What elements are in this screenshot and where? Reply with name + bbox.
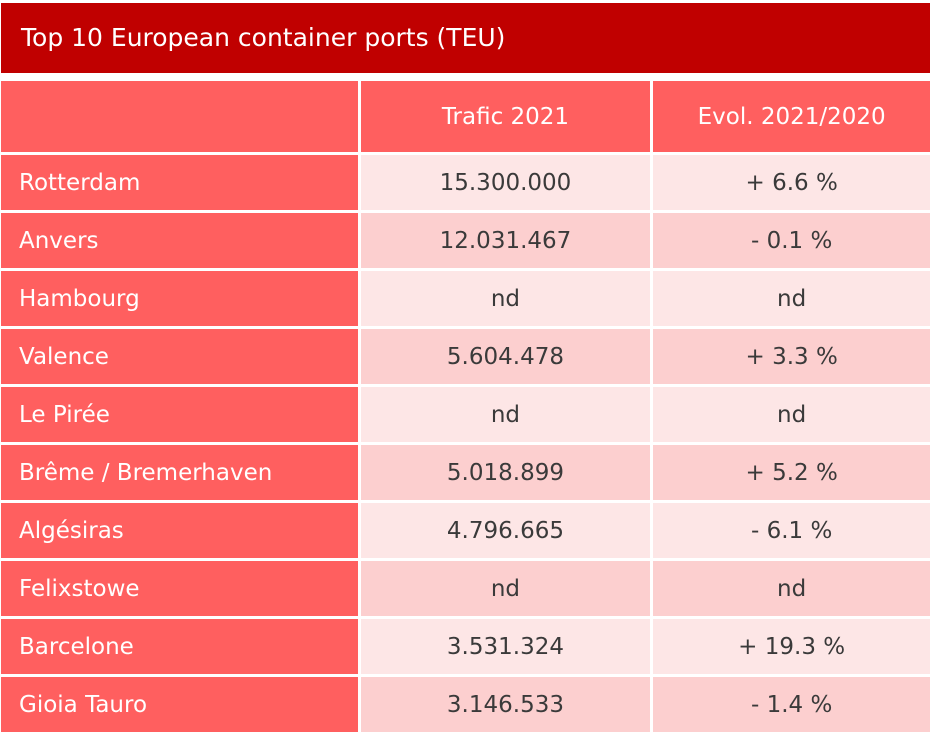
header-port [1, 81, 358, 152]
port-name: Le Pirée [1, 387, 358, 442]
header-row: Trafic 2021 Evol. 2021/2020 [1, 81, 930, 152]
table-row: Gioia Tauro 3.146.533- 1.4 % [1, 677, 930, 732]
table-row: Rotterdam 15.300.000 + 6.6 % [1, 155, 930, 210]
port-name: Rotterdam [1, 155, 358, 210]
port-name: Hambourg [1, 271, 358, 326]
table-row: Barcelone 3.531.324 + 19.3 % [1, 619, 930, 674]
evolution-value: nd [653, 561, 930, 616]
table-title: Top 10 European container ports (TEU) [1, 3, 930, 73]
traffic-value: 3.531.324 [360, 619, 651, 674]
traffic-value: 4.796.665 [360, 503, 651, 558]
port-name: Algésiras [1, 503, 358, 558]
table-row: Felixstowe nd nd [1, 561, 930, 616]
traffic-value: 3.146.533 [360, 677, 651, 732]
table-row: Anvers 12.031.467- 0.1 % [1, 213, 930, 268]
table-row: Brême / Bremerhaven 5.018.899 + 5.2 % [1, 445, 930, 500]
table-row: Valence 5.604.478 + 3.3 % [1, 329, 930, 384]
port-name: Felixstowe [1, 561, 358, 616]
evolution-value: - 6.1 % [653, 503, 930, 558]
traffic-value: 15.300.000 [360, 155, 651, 210]
traffic-value: nd [360, 561, 651, 616]
evolution-value: nd [653, 271, 930, 326]
evolution-value: + 5.2 % [653, 445, 930, 500]
evolution-value: + 19.3 % [653, 619, 930, 674]
port-name: Anvers [1, 213, 358, 268]
evolution-value: + 6.6 % [653, 155, 930, 210]
table-row: Hambourg nd nd [1, 271, 930, 326]
header-traffic: Trafic 2021 [360, 81, 651, 152]
port-name: Gioia Tauro [1, 677, 358, 732]
table-row: Algésiras 4.796.665- 6.1 % [1, 503, 930, 558]
port-name: Barcelone [1, 619, 358, 674]
port-name: Brême / Bremerhaven [1, 445, 358, 500]
ports-table: Trafic 2021 Evol. 2021/2020 Rotterdam 15.… [0, 78, 930, 735]
port-name: Valence [1, 329, 358, 384]
traffic-value: 12.031.467 [360, 213, 651, 268]
header-evolution: Evol. 2021/2020 [653, 81, 930, 152]
traffic-value: nd [360, 271, 651, 326]
traffic-value: 5.604.478 [360, 329, 651, 384]
evolution-value: + 3.3 % [653, 329, 930, 384]
evolution-value: - 1.4 % [653, 677, 930, 732]
evolution-value: - 0.1 % [653, 213, 930, 268]
table-row: Le Pirée nd nd [1, 387, 930, 442]
evolution-value: nd [653, 387, 930, 442]
traffic-value: nd [360, 387, 651, 442]
traffic-value: 5.018.899 [360, 445, 651, 500]
